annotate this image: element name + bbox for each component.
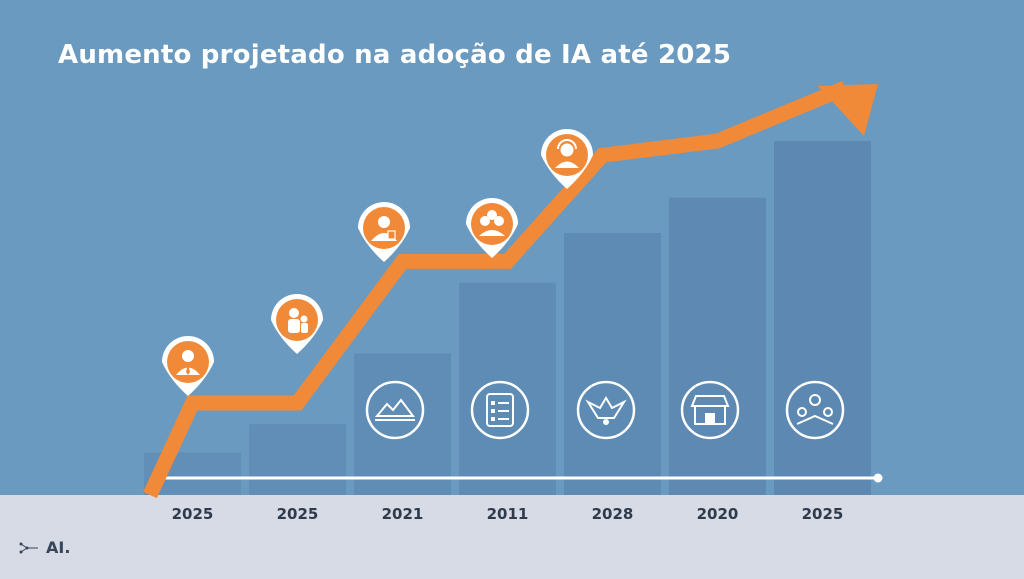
trend-arrow-line	[143, 81, 848, 499]
team-icon	[479, 210, 505, 236]
footer-band	[0, 495, 1024, 579]
x-tick-label: 2025	[802, 505, 844, 523]
marker-pin	[541, 129, 593, 189]
logo-text: AI.	[46, 538, 71, 557]
bar	[249, 424, 346, 495]
x-tick-label: 2028	[592, 505, 634, 523]
trend-arrow-head	[818, 84, 878, 136]
icon-badge	[576, 380, 636, 440]
x-tick-label: 2025	[277, 505, 319, 523]
landscape-icon	[374, 398, 415, 421]
bar	[669, 197, 766, 495]
marker-pin	[271, 294, 323, 354]
bar	[564, 233, 661, 495]
storefront-icon	[690, 395, 730, 425]
timeline-end-dot	[873, 473, 883, 483]
marker-pin	[358, 202, 410, 262]
icon-badge	[470, 380, 530, 440]
checklist-icon	[486, 393, 514, 427]
x-tick-label: 2025	[172, 505, 214, 523]
x-tick-label: 2011	[487, 505, 529, 523]
emblem-icon	[585, 396, 627, 425]
x-tick-label: 2021	[382, 505, 424, 523]
bars-group	[144, 141, 871, 495]
icon-badge	[680, 380, 740, 440]
bar	[354, 353, 451, 495]
support-agent-icon	[555, 139, 579, 168]
bar	[774, 141, 871, 495]
icon-badge	[365, 380, 425, 440]
network-icon	[796, 394, 834, 425]
brand-logo: AI.	[18, 538, 70, 557]
x-tick-label: 2020	[697, 505, 739, 523]
businessman-icon	[176, 350, 200, 375]
chart-title: Aumento projetado na adoção de IA até 20…	[58, 40, 732, 70]
icon-badge	[785, 380, 845, 440]
chip-icon	[19, 542, 38, 553]
bar	[459, 282, 556, 495]
marker-pin	[466, 198, 518, 258]
person-icon	[288, 308, 308, 333]
marker-pin	[161, 335, 214, 396]
doctor-icon	[371, 216, 397, 241]
